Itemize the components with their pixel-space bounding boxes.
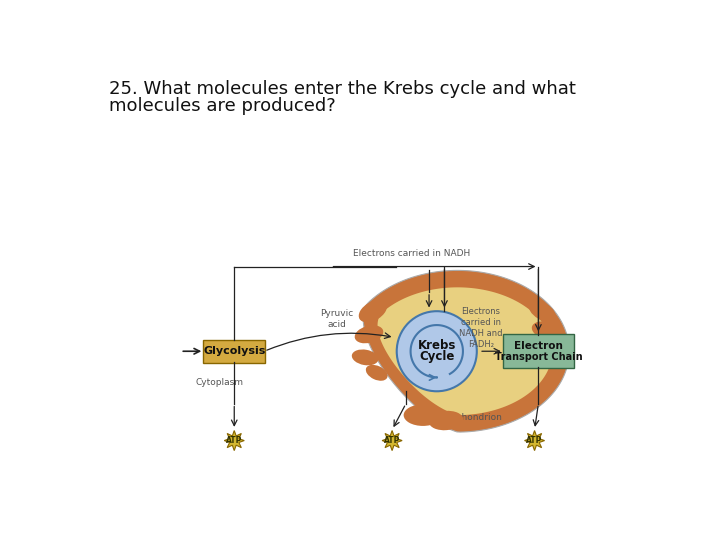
Text: Cycle: Cycle: [419, 350, 454, 363]
Text: ATP: ATP: [526, 436, 543, 445]
Ellipse shape: [532, 321, 560, 340]
Ellipse shape: [355, 325, 383, 343]
Text: Electrons carried in NADH: Electrons carried in NADH: [353, 249, 470, 258]
Ellipse shape: [529, 301, 556, 321]
Text: molecules are produced?: molecules are produced?: [109, 97, 336, 115]
Polygon shape: [377, 287, 552, 415]
Ellipse shape: [536, 346, 563, 361]
Text: Mitochondrion: Mitochondrion: [436, 413, 502, 422]
Polygon shape: [382, 430, 402, 450]
Text: Transport Chain: Transport Chain: [495, 352, 582, 362]
Ellipse shape: [404, 404, 442, 426]
Text: Cytoplasm: Cytoplasm: [196, 377, 244, 387]
Text: 25. What molecules enter the Krebs cycle and what: 25. What molecules enter the Krebs cycle…: [109, 80, 575, 98]
FancyBboxPatch shape: [503, 334, 574, 368]
Ellipse shape: [359, 300, 387, 322]
Polygon shape: [363, 271, 570, 432]
Polygon shape: [525, 430, 544, 450]
Text: ATP: ATP: [384, 436, 400, 445]
Text: Glycolysis: Glycolysis: [203, 346, 266, 356]
FancyBboxPatch shape: [204, 340, 265, 363]
Circle shape: [397, 311, 477, 392]
Text: Electrons
carried in
NADH and
FADH₂: Electrons carried in NADH and FADH₂: [459, 307, 503, 349]
Text: Krebs: Krebs: [418, 339, 456, 353]
Text: ATP: ATP: [226, 436, 243, 445]
Polygon shape: [224, 430, 244, 450]
Text: Pyruvic
acid: Pyruvic acid: [320, 309, 354, 329]
Ellipse shape: [366, 365, 387, 381]
Ellipse shape: [428, 411, 463, 430]
Ellipse shape: [352, 349, 379, 366]
Text: Electron: Electron: [514, 341, 563, 351]
